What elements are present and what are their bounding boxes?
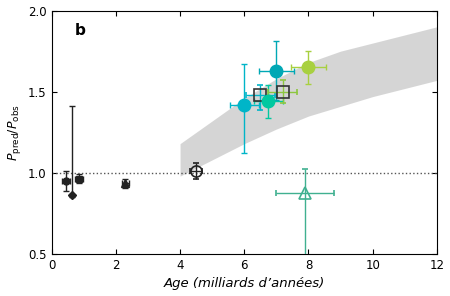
Y-axis label: $P_{\rm pred}/P_{\rm obs}$: $P_{\rm pred}/P_{\rm obs}$ xyxy=(5,104,22,161)
X-axis label: Age (milliards d’années): Age (milliards d’années) xyxy=(164,277,325,290)
Text: b: b xyxy=(75,23,86,38)
